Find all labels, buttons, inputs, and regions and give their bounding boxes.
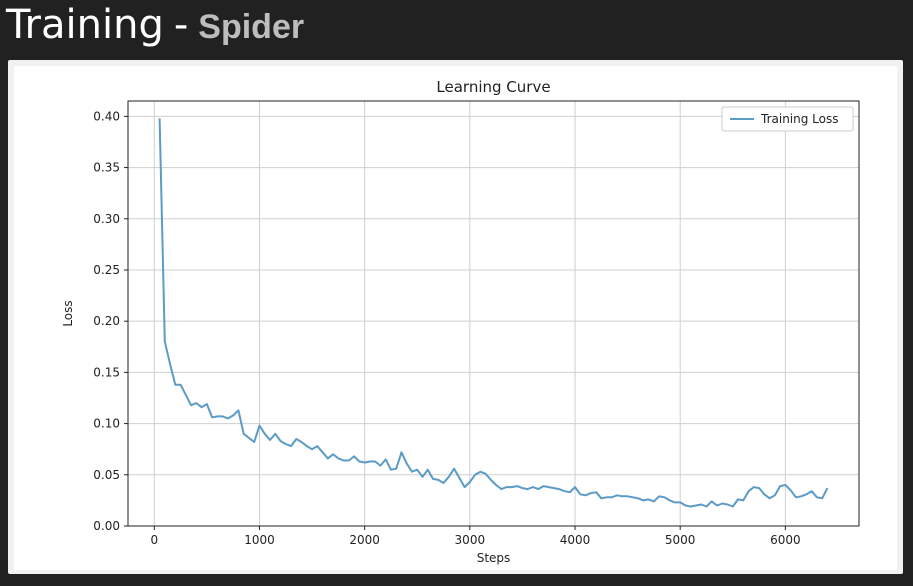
x-tick-label: 2000 [349,533,380,547]
x-axis-title: Steps [477,551,511,565]
legend: Training Loss [721,106,854,132]
chart-canvas: 0 1000 2000 3000 4000 5000 6000 0.00 0.05 0.10 0.1… [14,66,897,570]
x-tick-label: 0 [150,533,158,547]
y-tick-label: 0.20 [93,314,120,328]
chart-panel: 0 1000 2000 3000 4000 5000 6000 0.00 0.05 0.10 0.1… [8,60,903,574]
legend-box [721,106,854,132]
page-header: Training - Spider [6,0,304,52]
x-tick-label: 1000 [244,533,275,547]
x-tick-label: 3000 [455,533,486,547]
y-tick-label: 0.30 [93,212,120,226]
y-tick-label: 0.15 [93,365,120,379]
grid-layer [128,101,859,527]
tick-layer: 0 1000 2000 3000 4000 5000 6000 0.00 0.05 0.10 0.1… [93,109,800,547]
legend-label: Training Loss [760,112,838,126]
page-subtitle: Spider [198,8,305,46]
series-layer [158,118,829,508]
x-tick-label: 4000 [560,533,591,547]
y-axis-title: Loss [61,300,75,326]
y-tick-label: 0.25 [93,263,120,277]
learning-curve-chart: 0 1000 2000 3000 4000 5000 6000 0.00 0.05 0.10 0.1… [61,78,860,565]
title-separator: - [173,2,189,48]
y-tick-label: 0.10 [93,417,120,431]
y-tick-label: 0.00 [93,519,120,533]
y-tick-label: 0.40 [93,109,120,123]
y-tick-label: 0.35 [93,161,120,175]
series-line [158,118,829,508]
x-tick-label: 6000 [770,533,801,547]
chart-title: Learning Curve [436,78,550,96]
page-title: Training [6,2,164,48]
plot-frame [127,100,860,527]
y-tick-label: 0.05 [93,468,120,482]
x-tick-label: 5000 [665,533,696,547]
